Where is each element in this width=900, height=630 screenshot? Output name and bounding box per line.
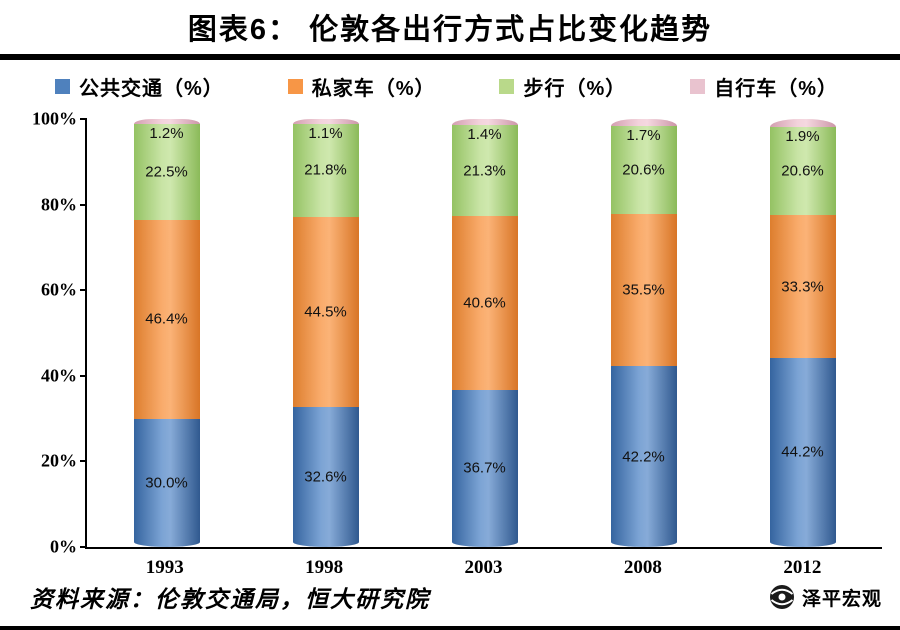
segment-label-public_transport: 44.2% (781, 443, 824, 461)
legend-swatch-walking (499, 79, 515, 94)
segment-label-private_car: 35.5% (622, 281, 665, 299)
bar-segment-public_transport: 44.2% (769, 357, 836, 547)
segment-label-private_car: 46.4% (145, 310, 188, 328)
title-divider (0, 54, 900, 60)
segment-label-public_transport: 32.6% (304, 468, 347, 486)
legend-label-walking: 步行（%） (523, 78, 627, 100)
stacked-bar-2008: 42.2% 35.5% 20.6% 1.7% (610, 119, 677, 547)
legend-item-private_car: 私家车（%） (287, 72, 436, 101)
legend-item-walking: 步行（%） (499, 72, 626, 101)
y-tick-label: 40% (41, 365, 77, 386)
y-tick-label: 0% (50, 536, 77, 557)
bar-column-2008: 42.2% 35.5% 20.6% 1.7% (564, 119, 723, 547)
segment-label-private_car: 44.5% (304, 303, 347, 321)
stacked-bar-2012: 44.2% 33.3% 20.6% 1.9% (769, 119, 836, 547)
bar-segment-public_transport: 36.7% (451, 389, 518, 547)
x-tick-label: 1993 (145, 557, 184, 578)
legend-label-bicycle: 自行车（%） (714, 78, 838, 100)
x-tick-label: 2008 (623, 557, 662, 578)
legend-label-public_transport: 公共交通（%） (79, 78, 224, 100)
brand-logo-text: 泽平宏观 (801, 588, 882, 610)
bar-segment-public_transport: 42.2% (610, 366, 677, 547)
segment-label-walking: 20.6% (622, 161, 665, 179)
x-tick-label: 2003 (464, 557, 503, 578)
bar-segment-walking: 21.3% (451, 125, 518, 217)
legend-label-private_car: 私家车（%） (311, 78, 436, 100)
segment-label-public_transport: 36.7% (463, 459, 506, 477)
bar-segment-private_car: 44.5% (292, 217, 359, 408)
source-text: 资料来源：伦敦交通局，恒大研究院 (30, 587, 430, 612)
y-tick-mark (80, 374, 87, 377)
x-tick-label: 2012 (783, 557, 822, 578)
bar-segment-private_car: 35.5% (610, 214, 677, 367)
stacked-bar-1998: 32.6% 44.5% 21.8% 1.1% (292, 119, 359, 547)
footer: 资料来源：伦敦交通局，恒大研究院 泽平宏观 (0, 580, 900, 620)
bar-segment-private_car: 33.3% (769, 215, 836, 358)
chart-area: 30.0% 46.4% 22.5% 1.2% 32.6% 44.5% 21.8% 1.1% 36… (32, 109, 882, 557)
bar-segment-bicycle: 1.7% (610, 119, 677, 144)
bar-segment-private_car: 46.4% (133, 220, 200, 419)
plot-area: 30.0% 46.4% 22.5% 1.2% 32.6% 44.5% 21.8% 1.1% 36… (32, 109, 882, 557)
bar-column-1993: 30.0% 46.4% 22.5% 1.2% (87, 118, 246, 547)
bar-segment-bicycle: 1.9% (769, 119, 836, 145)
y-tick-label: 20% (41, 450, 77, 471)
segment-label-bicycle: 1.2% (149, 124, 184, 142)
stacked-bar-2003: 36.7% 40.6% 21.3% 1.4% (451, 119, 518, 547)
y-tick-mark (80, 289, 87, 292)
bar-segment-public_transport: 30.0% (133, 418, 200, 547)
bar-segment-bicycle: 1.2% (133, 118, 200, 142)
globe-icon (769, 585, 794, 609)
x-axis-labels: 1993 1998 2003 2008 2012 (85, 557, 882, 579)
bar-column-1998: 32.6% 44.5% 21.8% 1.1% (246, 119, 405, 547)
legend-item-bicycle: 自行车（%） (690, 72, 838, 101)
y-tick-mark (80, 203, 87, 206)
bar-segment-public_transport: 32.6% (292, 407, 359, 547)
stacked-bar-1993: 30.0% 46.4% 22.5% 1.2% (133, 118, 200, 547)
y-tick-label: 60% (41, 279, 77, 300)
segment-label-walking: 20.6% (781, 162, 824, 180)
brand-logo: 泽平宏观 (769, 584, 882, 611)
segment-label-private_car: 33.3% (781, 278, 824, 296)
segment-label-bicycle: 1.9% (785, 128, 820, 146)
segment-label-bicycle: 1.1% (308, 124, 343, 142)
bar-segment-walking: 20.6% (769, 127, 836, 216)
bottom-divider (0, 626, 900, 630)
bar-segment-bicycle: 1.4% (451, 119, 518, 143)
bar-segment-walking: 22.5% (133, 123, 200, 221)
legend-swatch-private_car (287, 79, 303, 94)
segment-label-walking: 21.8% (304, 161, 347, 179)
bar-segment-bicycle: 1.1% (292, 119, 359, 142)
segment-label-bicycle: 1.4% (467, 126, 502, 144)
segment-label-public_transport: 42.2% (622, 448, 665, 466)
bar-segment-walking: 20.6% (610, 126, 677, 215)
segment-label-walking: 21.3% (463, 162, 506, 180)
y-tick-mark (80, 460, 87, 463)
x-tick-label: 1998 (305, 557, 344, 578)
bar-column-2012: 44.2% 33.3% 20.6% 1.9% (723, 119, 882, 547)
y-tick-mark (80, 118, 87, 120)
bar-column-2003: 36.7% 40.6% 21.3% 1.4% (405, 119, 564, 547)
bar-segment-walking: 21.8% (292, 123, 359, 218)
y-tick-label: 80% (41, 194, 77, 215)
source-row: 资料来源：伦敦交通局，恒大研究院 泽平宏观 (0, 580, 900, 620)
y-tick-label: 100% (32, 108, 77, 129)
segment-label-walking: 22.5% (145, 163, 188, 181)
legend-item-public_transport: 公共交通（%） (55, 72, 224, 101)
chart-title: 图表6： 伦敦各出行方式占比变化趋势 (187, 14, 713, 46)
bars: 30.0% 46.4% 22.5% 1.2% 32.6% 44.5% 21.8% 1.1% 36… (87, 118, 882, 547)
legend-swatch-public_transport (55, 79, 70, 94)
segment-label-private_car: 40.6% (463, 294, 506, 312)
bar-segment-private_car: 40.6% (451, 216, 518, 390)
y-tick-mark (80, 546, 87, 548)
legend-swatch-bicycle (690, 79, 706, 94)
segment-label-bicycle: 1.7% (626, 127, 661, 145)
segment-label-public_transport: 30.0% (145, 474, 188, 492)
legend: 公共交通（%） 私家车（%） 步行（%） 自行车（%） (0, 60, 900, 103)
